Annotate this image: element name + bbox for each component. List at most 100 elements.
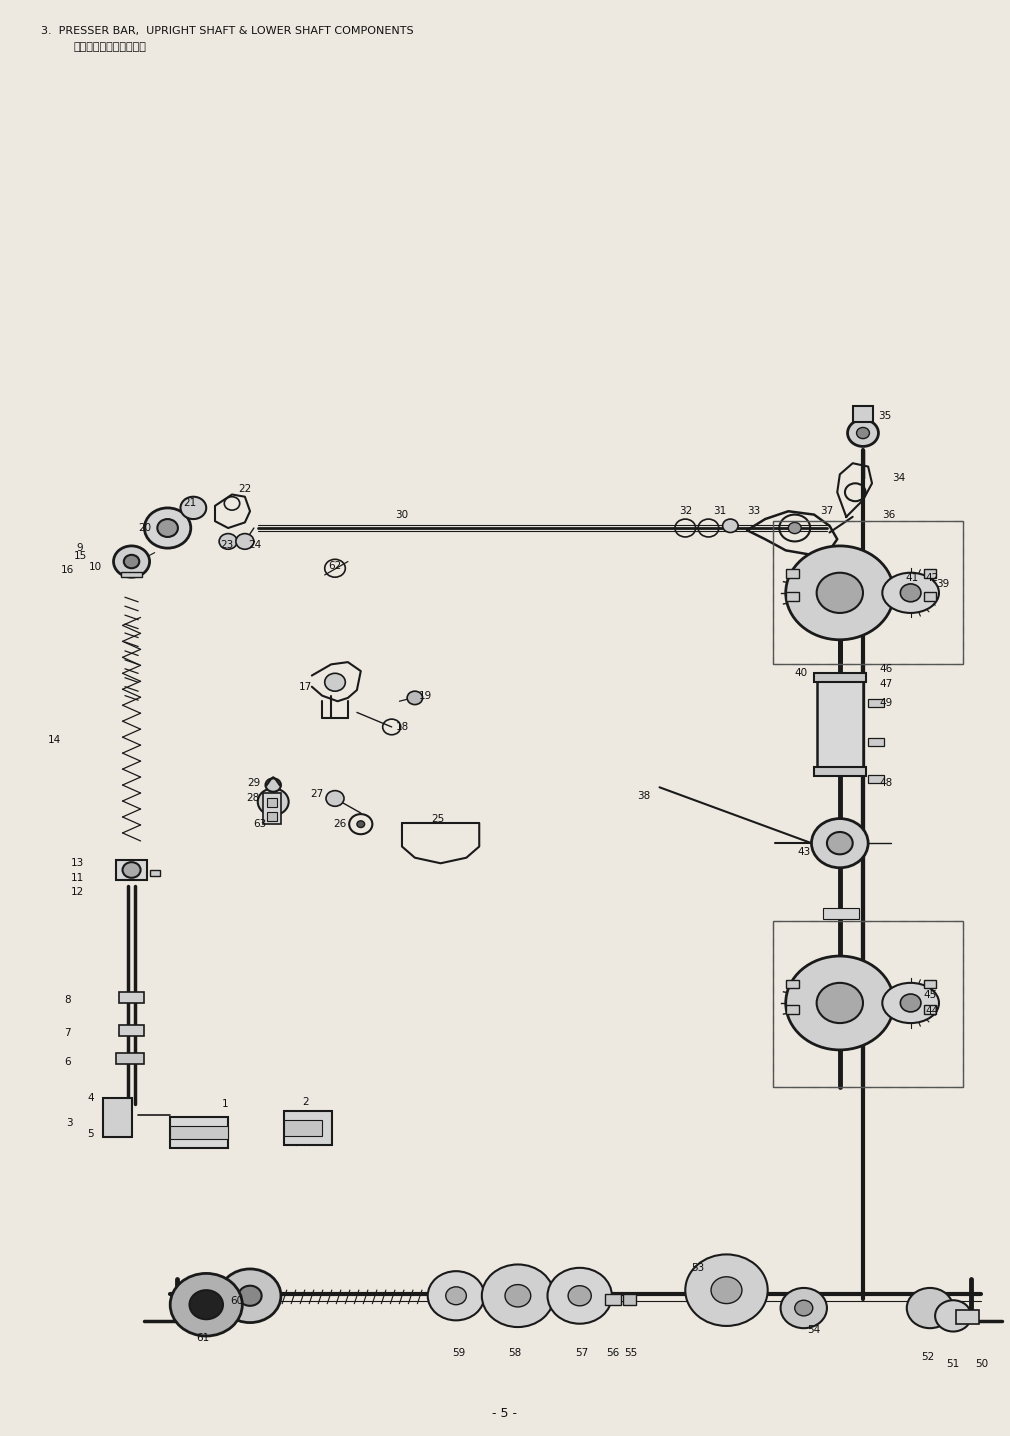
Circle shape [900,994,921,1012]
Circle shape [795,1300,813,1315]
Circle shape [124,554,139,569]
Circle shape [219,1269,281,1323]
Text: 46: 46 [880,663,893,673]
Circle shape [236,534,254,549]
Ellipse shape [883,573,939,613]
Bar [284,1120,322,1136]
Bar [814,673,866,682]
Text: 15: 15 [74,551,87,561]
Circle shape [326,791,344,806]
Text: 16: 16 [61,566,74,576]
Bar [773,521,964,665]
Text: 56: 56 [607,1348,620,1358]
Ellipse shape [883,982,939,1022]
Bar [119,1025,144,1037]
Circle shape [238,1285,262,1305]
Text: 3.  PRESSER BAR,  UPRIGHT SHAFT & LOWER SHAFT COMPONENTS: 3. PRESSER BAR, UPRIGHT SHAFT & LOWER SH… [41,26,414,36]
Text: 52: 52 [921,1353,934,1363]
Bar [263,793,281,824]
Bar [149,870,160,876]
Text: 7: 7 [64,1028,71,1038]
Circle shape [856,428,870,438]
Circle shape [158,518,178,537]
Bar [623,1294,636,1305]
Circle shape [900,584,921,602]
Text: 42: 42 [926,573,939,583]
Bar [786,979,799,988]
Text: 57: 57 [576,1348,589,1358]
Bar [852,406,874,422]
Circle shape [786,956,894,1050]
Bar [923,592,936,600]
Text: 47: 47 [880,679,893,689]
Text: 2: 2 [302,1097,309,1107]
Text: 27: 27 [310,788,323,798]
Bar [786,569,799,579]
Circle shape [547,1268,612,1324]
Circle shape [428,1271,485,1320]
Circle shape [113,546,149,577]
Text: 40: 40 [795,668,808,678]
Bar [267,811,277,821]
Text: 20: 20 [138,523,150,533]
Text: 36: 36 [882,510,896,520]
Text: 54: 54 [807,1325,821,1335]
Text: 44: 44 [926,1005,939,1015]
Text: 押え棒・立軸・下軸関係: 押え棒・立軸・下軸関係 [74,43,146,53]
Bar [923,979,936,988]
Text: 6: 6 [64,1057,71,1067]
Circle shape [907,1288,953,1328]
Bar [814,767,866,775]
Circle shape [786,546,894,640]
Text: 53: 53 [692,1262,705,1272]
Text: 25: 25 [431,814,444,824]
Circle shape [181,497,206,518]
Text: 31: 31 [713,507,726,517]
Circle shape [266,778,281,791]
Bar [116,860,147,880]
Text: 50: 50 [975,1358,988,1369]
Circle shape [781,1288,827,1328]
Circle shape [817,573,863,613]
Bar [103,1099,131,1137]
Bar [605,1294,621,1305]
Bar [869,738,884,745]
Text: 28: 28 [246,794,260,804]
Text: 26: 26 [333,819,346,829]
Text: 51: 51 [946,1358,959,1369]
Text: 35: 35 [879,411,892,421]
Circle shape [144,508,191,549]
Circle shape [935,1300,972,1331]
Circle shape [817,982,863,1022]
Circle shape [171,1274,242,1335]
Bar [171,1117,228,1149]
Text: 30: 30 [396,510,408,520]
Text: 38: 38 [637,791,650,801]
Text: 10: 10 [89,561,102,572]
Circle shape [357,821,365,827]
Text: 32: 32 [679,507,692,517]
Circle shape [811,819,869,867]
Bar [284,1111,332,1144]
Circle shape [722,518,738,533]
Bar [869,699,884,707]
Circle shape [788,523,801,534]
Bar [171,1126,228,1139]
Circle shape [190,1290,223,1320]
Bar [121,572,141,577]
Bar [955,1310,979,1324]
Bar [869,775,884,783]
Text: 41: 41 [905,573,918,583]
Text: 13: 13 [71,859,84,869]
Circle shape [505,1285,530,1307]
Bar [116,1053,144,1064]
Text: 43: 43 [797,847,810,857]
Text: 29: 29 [247,778,261,788]
Text: - 5 -: - 5 - [493,1407,517,1420]
Text: 59: 59 [452,1348,466,1358]
Text: 39: 39 [936,579,949,589]
Text: 22: 22 [238,484,251,494]
Circle shape [407,691,422,705]
Text: 17: 17 [299,682,312,692]
Text: 62: 62 [328,561,341,572]
